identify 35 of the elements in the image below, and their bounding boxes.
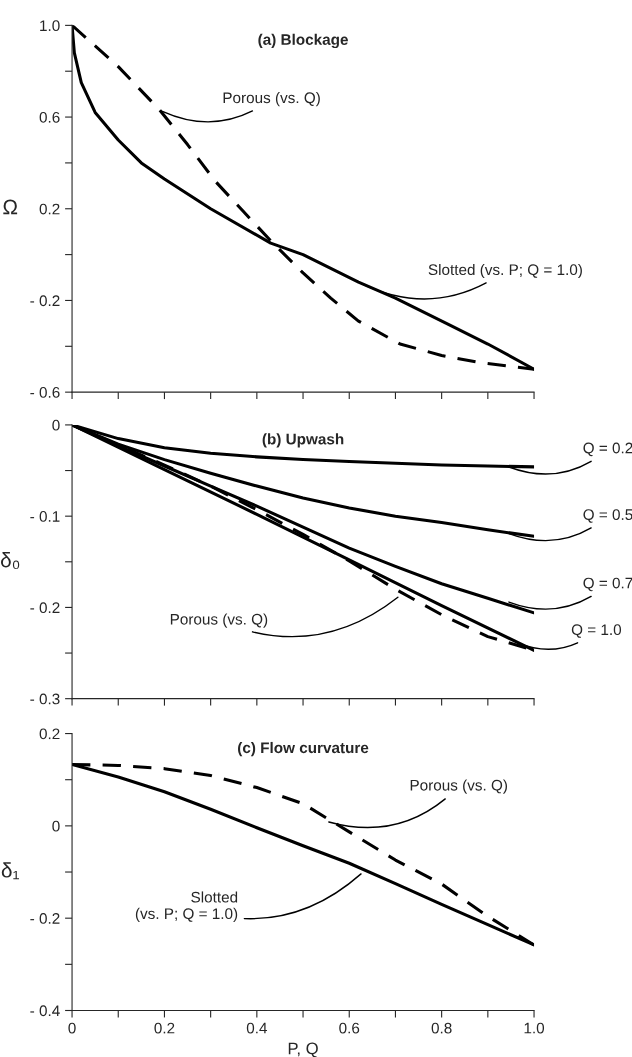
y-tick-label: 0.6: [39, 111, 60, 123]
annotation: Porous (vs. Q): [170, 613, 268, 628]
annotation: Porous (vs. Q): [223, 91, 320, 107]
y-tick-label: - 0.2: [30, 913, 60, 924]
y-tick-label: - 0.4: [30, 1005, 60, 1017]
y-tick-label: 0: [52, 820, 60, 832]
x-tick-label: 0.4: [246, 1022, 268, 1034]
y-tick-label: 0: [52, 419, 60, 431]
y-tick-label: 0.2: [39, 728, 60, 740]
y-tick-label: - 0.1: [30, 511, 60, 522]
x-tick-label: 1.0: [524, 1022, 545, 1034]
x-tick-label: 0.8: [431, 1022, 452, 1034]
y-axis-title: δ₁: [1, 862, 19, 880]
text: (a) Blockage: [258, 33, 348, 49]
x-axis-title: P, Q: [288, 1042, 318, 1057]
y-tick-label: - 0.3: [30, 693, 60, 705]
y-tick-label: 1.0: [40, 20, 60, 32]
annotation: Porous (vs. Q): [410, 779, 508, 794]
x-tick-label: 0: [68, 1022, 76, 1034]
y-tick-label: - 0.6: [30, 387, 60, 398]
annotation: Slotted (vs. P; Q = 1.0): [428, 263, 582, 279]
annotation: Q = 0.2: [583, 442, 632, 457]
y-axis-title: δ₀: [0, 552, 20, 570]
y-tick-label: 0.2: [39, 203, 60, 215]
annotation: Q = 1.0: [571, 624, 622, 638]
x-tick-label: 0.6: [339, 1022, 360, 1034]
x-tick-label: 0.2: [154, 1022, 175, 1034]
y-tick-label: - 0.2: [30, 602, 60, 614]
text: (b) Upwash: [262, 433, 344, 448]
annotation: Q = 0.7: [583, 577, 632, 592]
text: (c) Flow curvature: [238, 741, 369, 757]
y-tick-label: - 0.2: [30, 295, 60, 307]
y-axis-title: Ω: [3, 199, 18, 215]
annotation: Q = 0.5: [583, 509, 632, 523]
annotation: Slotted (vs. P; Q = 1.0): [135, 891, 238, 923]
